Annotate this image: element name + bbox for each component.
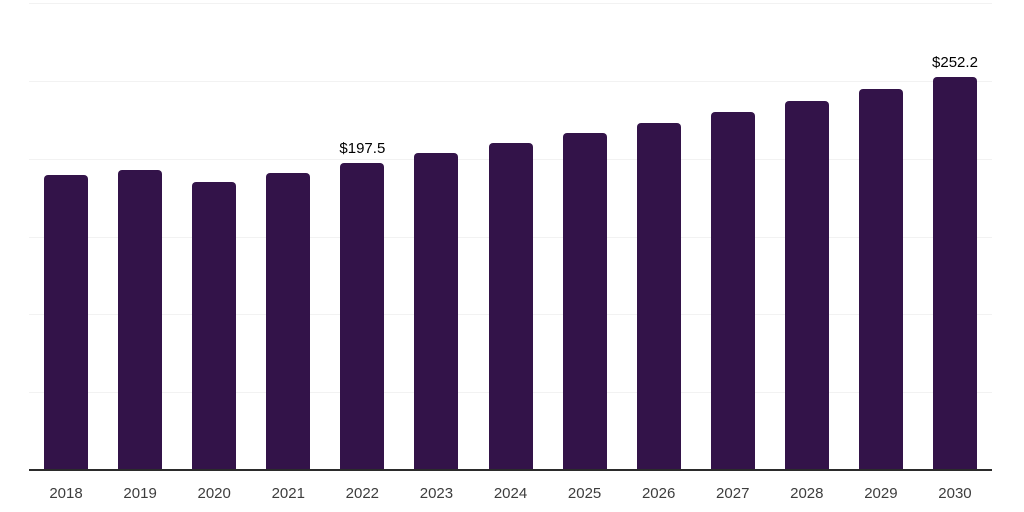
x-axis-line xyxy=(29,469,992,471)
x-tick-label-2027: 2027 xyxy=(716,485,750,502)
bar-2018 xyxy=(44,175,89,470)
bar-2024 xyxy=(488,143,533,470)
bar-slot-2020 xyxy=(177,3,251,470)
bar-2020 xyxy=(192,182,237,470)
bar-slot-2029 xyxy=(844,3,918,470)
bar-2025 xyxy=(562,133,607,470)
x-tick-label-2024: 2024 xyxy=(493,485,528,502)
x-tick-label-2029: 2029 xyxy=(864,485,898,502)
plot-area: $197.5 $252.2 xyxy=(29,3,992,470)
bar-slot-2019 xyxy=(103,3,177,470)
bar-2027 xyxy=(710,111,755,470)
bars-row: $197.5 $252.2 xyxy=(29,3,992,470)
x-tick-label-2018: 2018 xyxy=(49,485,83,502)
x-tick-label-2025: 2025 xyxy=(567,485,602,502)
x-tick-label-2026: 2026 xyxy=(641,485,676,502)
x-axis-labels: 2018 2019 2020 2021 2022 2023 2024 2025 2026 2027… xyxy=(29,485,992,503)
x-tick-label-2019: 2019 xyxy=(123,485,157,502)
gridline-300 xyxy=(29,3,992,4)
bar-2028 xyxy=(784,100,829,470)
value-label-2030: $252.2 xyxy=(932,54,978,72)
bar-2023 xyxy=(414,153,459,470)
bar-slot-2026 xyxy=(622,3,696,470)
x-tick-label-2021: 2021 xyxy=(271,485,305,502)
bar-slot-2018 xyxy=(29,3,103,470)
bar-2026 xyxy=(636,122,681,470)
x-tick-label-2020: 2020 xyxy=(197,485,231,502)
bar-slot-2025 xyxy=(548,3,622,470)
x-tick-label-2022: 2022 xyxy=(345,485,380,502)
bar-2019 xyxy=(118,169,163,470)
gridline-250 xyxy=(29,80,992,82)
bar-slot-2028 xyxy=(770,3,844,470)
bar-slot-2021 xyxy=(251,3,325,470)
bar-slot-2022: $197.5 xyxy=(325,3,399,470)
x-tick-label-2028: 2028 xyxy=(790,485,824,502)
x-tick-label-2030: 2030 xyxy=(938,485,972,502)
bar-slot-2023 xyxy=(399,3,473,470)
bar-2021 xyxy=(266,172,311,470)
bar-2022 xyxy=(340,162,385,470)
bar-slot-2027 xyxy=(696,3,770,470)
value-label-2022: $197.5 xyxy=(339,139,386,157)
bar-slot-2024 xyxy=(473,3,547,470)
bar-2029 xyxy=(858,89,903,470)
bar-slot-2030: $252.2 xyxy=(918,3,992,470)
x-tick-label-2023: 2023 xyxy=(419,485,454,502)
bar-2030 xyxy=(932,77,977,470)
